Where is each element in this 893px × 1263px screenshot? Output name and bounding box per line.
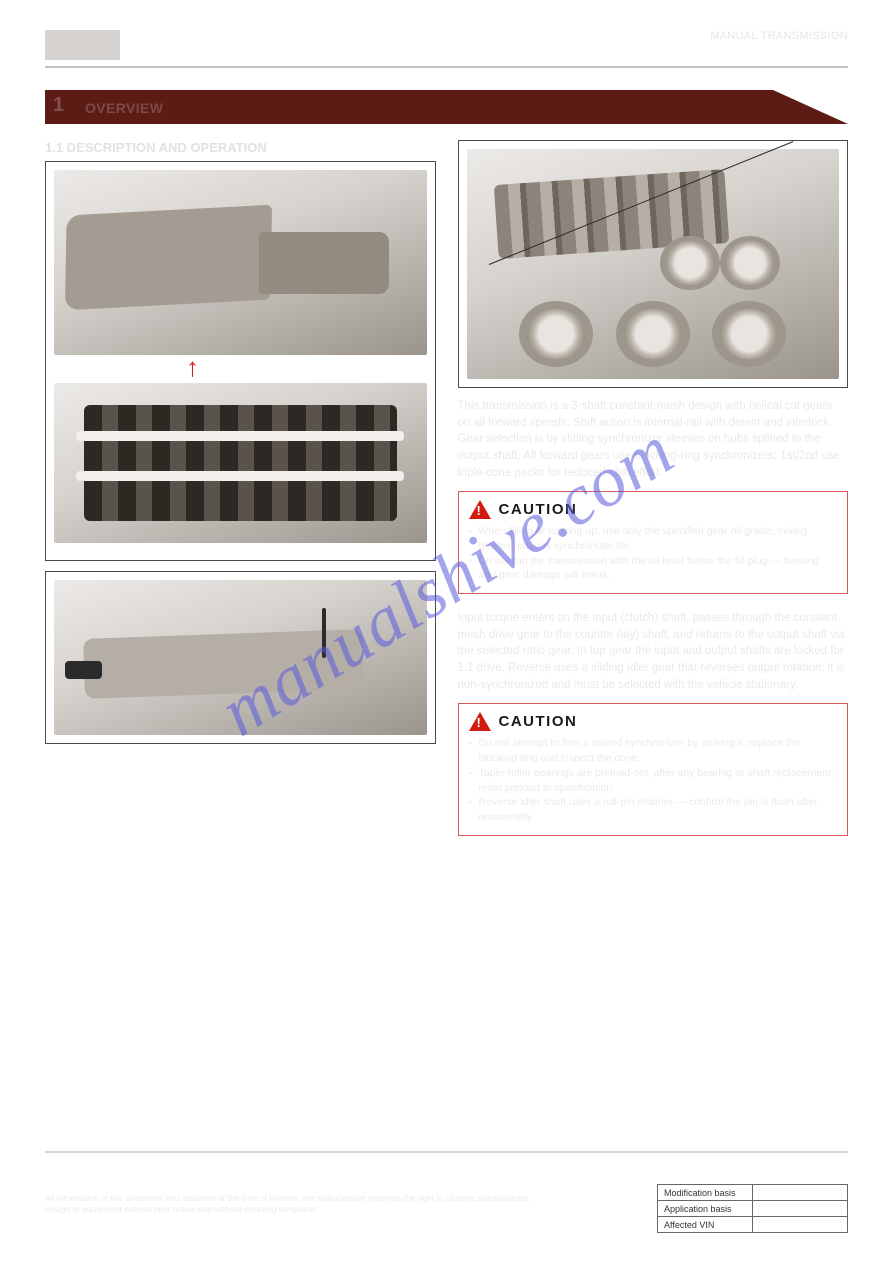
rev-label: Application basis xyxy=(658,1201,753,1217)
photo-shaft-rings-bearings xyxy=(467,149,840,379)
caution-2-item: Do not attempt to free a seized synchron… xyxy=(469,736,838,765)
figure-frame-2 xyxy=(45,571,436,744)
left-subtitle: 1.1 DESCRIPTION AND OPERATION xyxy=(45,140,436,155)
header-section-label: MANUAL TRANSMISSION xyxy=(120,30,848,42)
figure-frame-1: ↑ xyxy=(45,161,436,561)
photo-transmission-exterior xyxy=(54,170,427,355)
banner-number: 1 xyxy=(53,94,64,117)
caution-1-label: CAUTION xyxy=(499,501,578,518)
paragraph-1: This transmission is a 3-shaft constant-… xyxy=(458,398,849,481)
page-root: MANUAL TRANSMISSION 1 OVERVIEW 1.1 DESCR… xyxy=(0,0,893,1263)
rev-value xyxy=(753,1185,848,1201)
warning-triangle-icon: ! xyxy=(469,500,491,519)
caution-1-list: When filling or topping up, use only the… xyxy=(469,524,838,583)
caution-1-item: When filling or topping up, use only the… xyxy=(469,524,838,553)
right-column: This transmission is a 3-shaft constant-… xyxy=(458,140,849,852)
paragraph-2: Input torque enters on the input (clutch… xyxy=(458,610,849,693)
banner-bar xyxy=(45,90,848,124)
section-banner: 1 OVERVIEW xyxy=(45,90,848,130)
caution-box-2: ! CAUTION Do not attempt to free a seize… xyxy=(458,703,849,835)
caution-2-header: ! CAUTION xyxy=(469,712,838,731)
footer-rule xyxy=(45,1151,848,1153)
page-number-block xyxy=(45,30,120,60)
caution-box-1: ! CAUTION When filling or topping up, us… xyxy=(458,491,849,594)
rev-label: Affected VIN xyxy=(658,1217,753,1233)
caution-2-item: Taper roller bearings are preload-set; a… xyxy=(469,766,838,795)
figure-frame-3 xyxy=(458,140,849,388)
photo-transmission-side xyxy=(54,580,427,735)
two-column-layout: 1.1 DESCRIPTION AND OPERATION ↑ xyxy=(45,140,848,852)
header-rule xyxy=(45,66,848,68)
caution-2-label: CAUTION xyxy=(499,713,578,730)
caution-1-header: ! CAUTION xyxy=(469,500,838,519)
left-column: 1.1 DESCRIPTION AND OPERATION ↑ xyxy=(45,140,436,852)
footer-disclaimer: All information in this document was acc… xyxy=(45,1193,545,1215)
banner-title: OVERVIEW xyxy=(85,100,163,116)
caution-2-list: Do not attempt to free a seized synchron… xyxy=(469,736,838,824)
rev-value xyxy=(753,1217,848,1233)
caution-1-item: Do not run the transmission with the oil… xyxy=(469,554,838,583)
caution-2-item: Reverse idler shaft uses a roll-pin reta… xyxy=(469,795,838,824)
rev-value xyxy=(753,1201,848,1217)
rev-label: Modification basis xyxy=(658,1185,753,1201)
banner-cut xyxy=(773,90,848,124)
photo-gear-train-internal xyxy=(54,383,427,543)
table-row: Modification basis xyxy=(658,1185,848,1201)
table-row: Affected VIN xyxy=(658,1217,848,1233)
header: MANUAL TRANSMISSION xyxy=(45,30,848,60)
warning-triangle-icon: ! xyxy=(469,712,491,731)
callout-arrow-icon: ↑ xyxy=(186,360,199,376)
revision-table: Modification basis Application basis Aff… xyxy=(657,1184,848,1233)
table-row: Application basis xyxy=(658,1201,848,1217)
